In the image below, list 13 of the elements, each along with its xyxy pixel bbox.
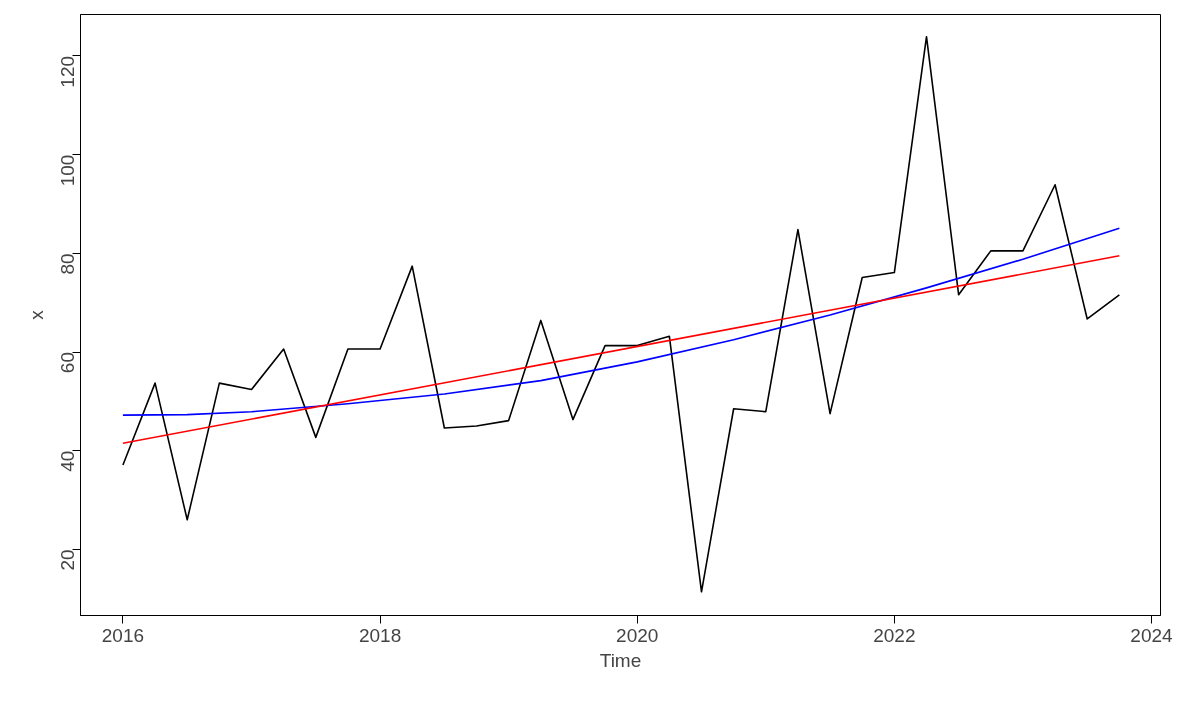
y-tick-label: 80 — [57, 253, 78, 275]
x-tick-label: 2016 — [101, 624, 145, 646]
x-axis-title: Time — [599, 649, 642, 671]
y-tick-label: 60 — [57, 352, 78, 374]
x-tick-label: 2024 — [1130, 624, 1174, 646]
y-axis-title: x — [25, 309, 47, 320]
x-tick-label: 2022 — [873, 624, 916, 646]
x-tick-label: 2020 — [616, 624, 659, 646]
y-tick-label: 20 — [57, 549, 78, 571]
x-tick-label: 2018 — [358, 624, 402, 646]
y-tick-label: 120 — [57, 55, 78, 88]
y-tick-label: 40 — [57, 450, 78, 472]
y-tick-label: 100 — [57, 154, 78, 187]
